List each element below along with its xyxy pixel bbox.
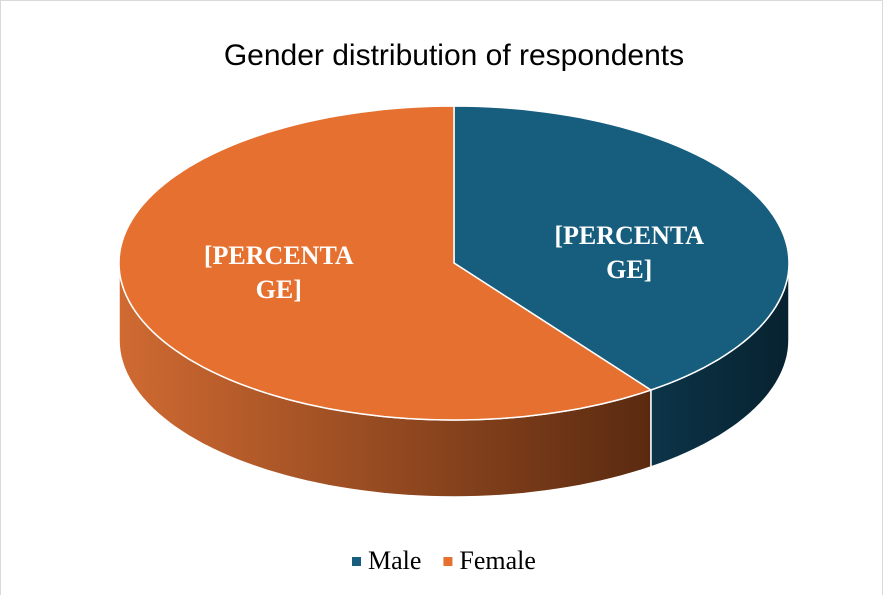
legend-label: Female	[459, 546, 536, 575]
legend-swatch	[443, 557, 453, 566]
pie-slice	[453, 105, 790, 391]
data-label: [PERCENTAGE]	[554, 221, 705, 285]
pie-slice	[118, 105, 653, 421]
data-label: [PERCENTAGE]	[203, 240, 354, 304]
chart-title: Gender distribution of respondents	[224, 39, 684, 72]
legend-swatch	[352, 557, 361, 566]
legend-label: Male	[368, 546, 421, 575]
